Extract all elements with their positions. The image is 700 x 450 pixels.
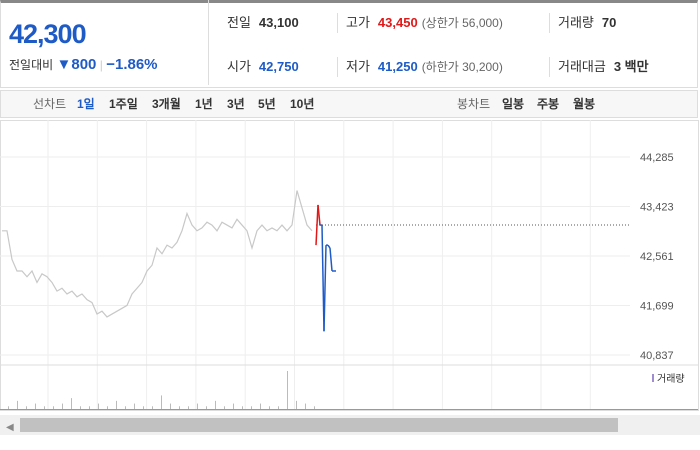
volume-bar: [170, 403, 171, 409]
info-value: 43,450: [377, 15, 418, 30]
plot-frame: [0, 120, 699, 411]
line-tab[interactable]: 3년: [227, 97, 245, 111]
line-tab[interactable]: 5년: [258, 97, 276, 111]
down-arrow: ▼: [56, 56, 72, 73]
info-cell: 저가 41,250 (하한가 30,200): [337, 57, 503, 77]
volume-bar: [206, 406, 207, 409]
y-tick-label: 42,561: [640, 251, 674, 263]
volume-bar: [53, 406, 54, 409]
volume-bar: [161, 395, 162, 409]
info-value: 41,250: [377, 59, 418, 74]
line-tab[interactable]: 1년: [195, 97, 213, 111]
volume-bar: [269, 406, 270, 409]
volume-bar: [251, 406, 252, 409]
change: 800: [71, 56, 97, 73]
volume-bar: [35, 403, 36, 409]
volume-legend: 거래량: [657, 373, 685, 385]
info-label: 시가: [227, 59, 251, 74]
today-segment: [315, 204, 319, 246]
volume-bar: [26, 406, 27, 409]
today-segment: [317, 204, 321, 226]
volume-bar: [89, 406, 90, 409]
today-segment: [329, 247, 333, 272]
info-label: 저가: [346, 59, 370, 74]
volume-bar: [80, 406, 81, 409]
price: 42,300: [9, 19, 87, 49]
volume-bar: [44, 406, 45, 409]
info-label: 전일: [227, 15, 251, 30]
info-value: 42,750: [258, 59, 299, 74]
volume-bar: [233, 403, 234, 409]
volume-bar: [305, 403, 306, 409]
volume-bar: [287, 371, 288, 409]
scroll-thumb[interactable]: [20, 418, 618, 432]
volume-bar: [296, 400, 297, 409]
change-line: 전일대비 ▼800 | −1.86%: [9, 56, 158, 73]
volume-bar: [278, 406, 279, 409]
info-grid: 전일 43,100 고가 43,450 (상한가 56,000) 거래량 70 시가 42,75…: [208, 0, 699, 85]
volume-bar: [107, 406, 108, 409]
volume-bar: [152, 406, 153, 409]
scroll-left: ◀: [6, 422, 14, 433]
line-tab[interactable]: 10년: [290, 97, 315, 111]
info-cell: 거래대금 3 백만: [549, 57, 649, 77]
volume-bar: [17, 400, 18, 409]
volume-bar: [116, 400, 117, 409]
info-cell: 시가 42,750: [227, 57, 299, 77]
volume-bar: [179, 406, 180, 409]
quote-header: 42,300 전일대비 ▼800 | −1.86%: [0, 0, 698, 88]
info-note: (하한가 30,200): [421, 60, 503, 74]
volume-bar: [134, 403, 135, 409]
volume-legend-key: [652, 374, 654, 382]
tab-group-label: 봉차트: [457, 97, 491, 111]
volume-bar: [8, 406, 9, 409]
info-label: 거래량: [558, 15, 594, 30]
tab-bar: 선차트 1일 1주일 3개월 1년 3년 5년 10년 봉차트 일봉 주봉 월봉: [0, 90, 698, 118]
line-tab[interactable]: 1주일: [109, 97, 138, 111]
change-rate: −1.86%: [106, 56, 158, 73]
info-cell: 거래량 70: [549, 13, 616, 33]
volume-bar: [197, 403, 198, 409]
volume-bar: [188, 406, 189, 409]
line-tab[interactable]: 1일: [77, 97, 95, 111]
info-note: (상한가 56,000): [421, 16, 503, 30]
change-label: 전일대비: [9, 58, 54, 72]
line-tab[interactable]: 3개월: [152, 97, 181, 111]
volume-bar: [242, 406, 243, 409]
today-segment: [323, 245, 327, 332]
volume-bar: [125, 406, 126, 409]
y-tick-label: 40,837: [640, 350, 674, 362]
info-label: 고가: [346, 15, 370, 30]
info-cell: 전일 43,100: [227, 13, 299, 33]
info-value: 70: [601, 15, 617, 30]
divider: |: [99, 58, 103, 72]
y-tick-label: 41,699: [640, 301, 674, 313]
candle-tab[interactable]: 일봉: [502, 97, 525, 111]
volume-bar: [62, 403, 63, 409]
info-value: 43,100: [258, 15, 299, 30]
volume-bar: [314, 406, 315, 409]
candle-tab[interactable]: 주봉: [537, 97, 560, 111]
volume-bar: [143, 406, 144, 409]
y-tick-label: 44,285: [640, 152, 674, 164]
volume-bar: [215, 400, 216, 409]
volume-bar: [71, 398, 72, 409]
info-label: 거래대금: [558, 59, 606, 74]
today-segment: [327, 244, 331, 249]
volume-bar: [98, 403, 99, 409]
info-value: 3 백만: [613, 59, 649, 74]
previous-line: [2, 190, 313, 318]
volume-bar: [224, 406, 225, 409]
volume-bar: [260, 403, 261, 409]
y-tick-label: 43,423: [640, 202, 674, 214]
tab-group-label: 선차트: [33, 97, 67, 111]
candle-tab[interactable]: 월봉: [573, 97, 596, 111]
info-cell: 고가 43,450 (상한가 56,000): [337, 13, 503, 33]
